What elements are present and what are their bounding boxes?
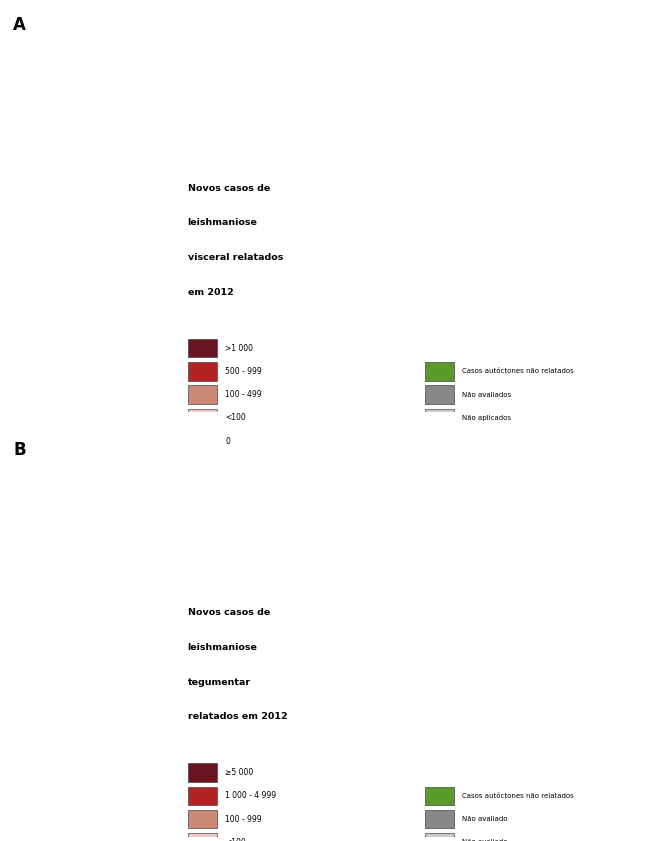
Text: Novos casos de: Novos casos de [188,184,270,193]
FancyBboxPatch shape [188,764,217,781]
Text: leishmaniose: leishmaniose [188,219,257,227]
FancyBboxPatch shape [188,385,217,404]
Text: tegumentar: tegumentar [188,678,251,686]
FancyBboxPatch shape [188,810,217,828]
Text: Não avaliado: Não avaliado [462,816,507,822]
Text: 100 - 499: 100 - 499 [225,390,262,399]
FancyBboxPatch shape [425,833,454,841]
Text: Casos autóctones não relatados: Casos autóctones não relatados [462,793,574,799]
FancyBboxPatch shape [425,810,454,828]
FancyBboxPatch shape [425,385,454,404]
Text: ≥5 000: ≥5 000 [225,768,253,777]
FancyBboxPatch shape [188,409,217,427]
FancyBboxPatch shape [425,362,454,380]
Text: leishmaniose: leishmaniose [188,643,257,652]
Text: Não avaliados: Não avaliados [462,392,511,398]
Text: em 2012: em 2012 [188,288,233,297]
Text: A: A [13,17,26,34]
Text: 0: 0 [225,436,230,446]
Text: >1 000: >1 000 [225,344,253,352]
Text: Não aplicados: Não aplicados [462,415,511,420]
Text: 1 000 - 4 999: 1 000 - 4 999 [225,791,277,801]
FancyBboxPatch shape [181,604,655,824]
FancyBboxPatch shape [188,833,217,841]
FancyBboxPatch shape [188,432,217,450]
Text: visceral relatados: visceral relatados [188,253,283,262]
Text: 100 - 999: 100 - 999 [225,815,262,823]
Text: B: B [13,441,26,459]
Text: <100: <100 [225,413,246,422]
Text: Casos autóctones não relatados: Casos autóctones não relatados [462,368,574,374]
FancyBboxPatch shape [425,409,454,427]
Text: Novos casos de: Novos casos de [188,608,270,617]
FancyBboxPatch shape [425,786,454,805]
FancyBboxPatch shape [188,786,217,805]
Text: <100: <100 [225,838,246,841]
Text: relatados em 2012: relatados em 2012 [188,712,287,722]
FancyBboxPatch shape [181,180,655,400]
Text: 500 - 999: 500 - 999 [225,367,262,376]
FancyBboxPatch shape [188,339,217,357]
Text: Não avaliado: Não avaliado [462,839,507,841]
FancyBboxPatch shape [188,362,217,380]
